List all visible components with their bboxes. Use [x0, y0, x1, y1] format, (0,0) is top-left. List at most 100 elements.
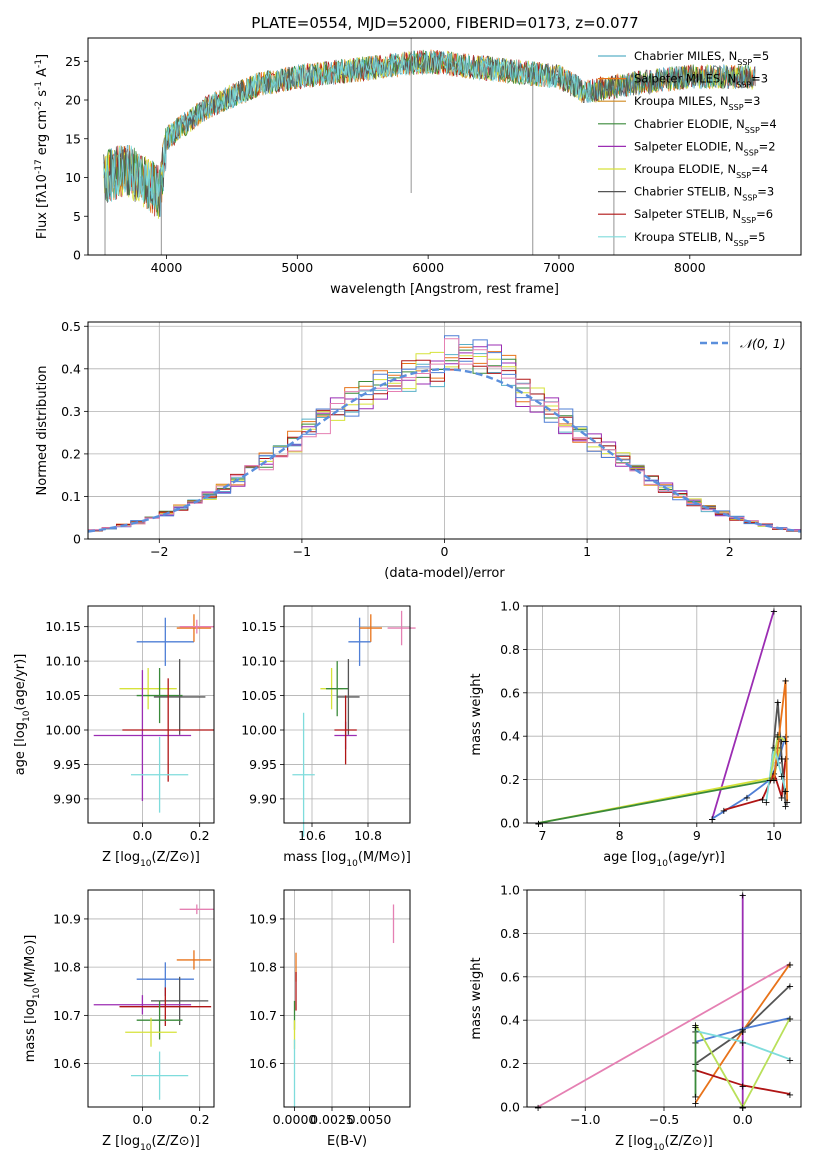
weight-marker: + [778, 793, 786, 804]
weight-series-line [765, 746, 787, 802]
weight-series-line [769, 734, 787, 780]
label-part: (age/yr)] [668, 850, 725, 865]
legend-label: Chabrier MILES, NSSP=5 [634, 49, 769, 67]
legend-value: =4 [760, 117, 777, 131]
legend-label: Kroupa ELODIE, NSSP=4 [634, 162, 768, 180]
y-tick-label: 0.0 [500, 1100, 520, 1115]
label-part: -17 [34, 159, 44, 174]
y-tick-label: 0.4 [500, 1013, 520, 1028]
weight-marker: + [786, 1055, 794, 1066]
weight-series-line [695, 1017, 791, 1043]
legend-value: =5 [752, 49, 769, 63]
label-part: 10 [656, 859, 668, 869]
weight-marker: + [720, 806, 728, 817]
axes-frame [283, 605, 411, 824]
x-tick-label: 10 [766, 828, 782, 843]
weight-marker: + [781, 802, 789, 813]
label-part: λ10 [35, 174, 50, 198]
label-part: 10 [140, 1143, 152, 1153]
weight-marker: + [739, 1103, 747, 1114]
legend-sub: SSP [729, 103, 744, 112]
y-tick-label: 10.9 [53, 911, 81, 926]
weight-marker: + [691, 1021, 699, 1032]
weight-marker: + [770, 743, 778, 754]
y-tick-label: 10.10 [241, 654, 277, 669]
y-tick-label: 10.00 [45, 723, 81, 738]
legend-label: Chabrier ELODIE, NSSP=4 [634, 117, 777, 135]
weight-marker: + [774, 697, 782, 708]
x-tick-label: 8000 [674, 260, 706, 275]
legend-label: Salpeter STELIB, NSSP=6 [634, 207, 773, 225]
legend-label: Salpeter ELODIE, NSSP=2 [634, 139, 776, 157]
x-tick-label: 0.2 [190, 1112, 210, 1127]
weight-marker: + [691, 1099, 699, 1110]
weight-marker: + [739, 890, 747, 901]
age-mass-panel: 10.6 10.8 9.90 9.95 10.00 10.05 10.10 10.15 mass… [241, 605, 416, 869]
label-part: Flux [f [35, 198, 50, 239]
axes-frame [87, 605, 215, 824]
label-part: (Z/Z [152, 1134, 179, 1149]
y-tick-label: 10.15 [45, 619, 81, 634]
weight-marker: + [739, 1027, 747, 1038]
weight-marker: + [766, 776, 774, 787]
x-tick-label: 8 [616, 828, 624, 843]
y-tick-label: 0.6 [500, 685, 520, 700]
weight-marker: + [770, 776, 778, 787]
y-tick-label: 0.0 [500, 816, 520, 831]
age-z-xlabel: Z [log10(Z/Z⊙)] [102, 850, 200, 869]
y-tick-label: 0.8 [500, 926, 520, 941]
legend-sub: SSP [742, 193, 757, 202]
label-part: E(B-V) [327, 1134, 367, 1149]
weight-marker: + [786, 1090, 794, 1101]
mass-z-xlabel: Z [log10(Z/Z⊙)] [102, 1134, 200, 1153]
label-part: age [log [603, 850, 656, 865]
weight-marker: + [739, 1038, 747, 1049]
label-part: mass [log [283, 850, 346, 865]
label-part: mass weight [469, 673, 484, 755]
mass-ebv-xlabel: E(B-V) [327, 1134, 367, 1149]
x-tick-label: 0.0000 [273, 1112, 317, 1127]
axes-frame [87, 889, 215, 1108]
histogram-series [88, 338, 801, 532]
y-tick-label: 5 [73, 209, 81, 224]
weight-marker: + [781, 676, 789, 687]
weight-marker: + [739, 1025, 747, 1036]
weight-age-ylabel: mass weight [469, 673, 484, 755]
weight-marker: + [786, 981, 794, 992]
residuals-ylabel: Normed distribution [35, 366, 50, 496]
axes-frame [87, 37, 802, 256]
x-tick-label: 1 [583, 544, 591, 559]
y-tick-label: 10.15 [241, 619, 277, 634]
weight-series-line [711, 610, 775, 819]
y-tick-label: 0.1 [61, 489, 81, 504]
y-tick-label: 0.2 [61, 446, 81, 461]
figure-title: PLATE=0554, MJD=52000, FIBERID=0173, z=0… [251, 14, 638, 32]
weight-marker: + [786, 1014, 794, 1025]
label-part: (M/M [358, 850, 390, 865]
normal-curve [87, 368, 802, 533]
x-tick-label: −1 [293, 544, 311, 559]
weight-marker: + [708, 815, 716, 826]
weight-marker: + [778, 737, 786, 748]
label-part: ⊙)] [23, 935, 38, 956]
legend-value: =2 [759, 139, 776, 153]
x-tick-label: 6000 [412, 260, 444, 275]
axes-frame [526, 889, 802, 1108]
y-tick-label: 10.7 [53, 1008, 81, 1023]
y-tick-label: 10.00 [241, 723, 277, 738]
legend-sub: SSP [741, 216, 756, 225]
x-tick-label: 0.0 [733, 1112, 753, 1127]
legend-sub: SSP [734, 238, 749, 247]
residuals-xlabel: (data-model)/error [384, 566, 505, 581]
y-tick-label: 10.10 [45, 654, 81, 669]
y-tick-label: 10.6 [53, 1056, 81, 1071]
weight-series-line [773, 679, 788, 802]
x-tick-label: 0.0025 [310, 1112, 354, 1127]
legend-value: =4 [751, 162, 768, 176]
y-tick-label: 10.7 [249, 1008, 277, 1023]
spectrum-ylabel: Flux [fλ10-17 erg cm-2 s-1 A-1] [34, 54, 50, 239]
x-tick-label: −1.0 [570, 1112, 600, 1127]
label-part: wavelength [Angstrom, rest frame] [330, 282, 559, 297]
weight-marker: + [781, 786, 789, 797]
spectrum-panel: 4000 5000 6000 7000 8000 0 5 10 15 20 25 wavelength… [34, 37, 802, 297]
